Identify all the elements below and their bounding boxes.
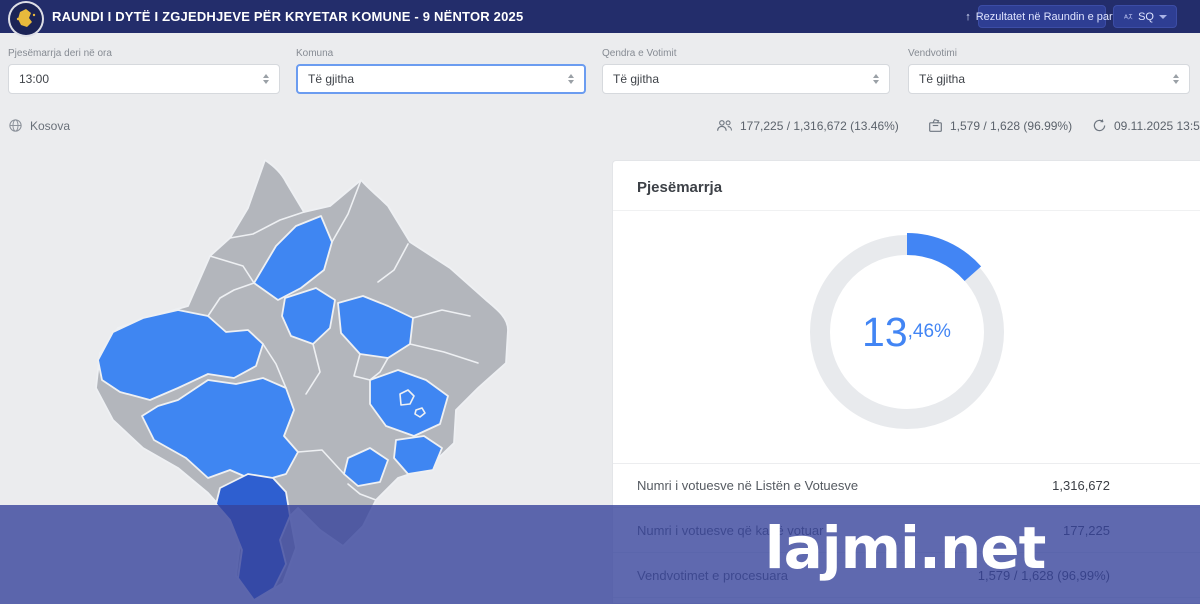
municipality-border (207, 282, 255, 317)
donut-arc (807, 233, 1006, 431)
page-title: RAUNDI I DYTË I ZGJEDHJEVE PËR KRYETAR K… (52, 9, 524, 24)
municipality-border (347, 483, 377, 501)
enclave-border (399, 389, 415, 406)
municipality-shape[interactable] (141, 377, 299, 483)
table-row: Numri i votuesve në Listën e Votuesve 1,… (613, 463, 1200, 508)
first-round-results-label: Rezultatet në Raundin e parë (975, 10, 1119, 23)
municipality-border (377, 243, 409, 283)
polling-stat-value: 1,579 / 1,628 (96.99%) (950, 118, 1073, 133)
filter-label: Vendvotimi (908, 48, 957, 59)
stats-bar: Kosova 177,225 / 1,316,672 (13.46%) 1,57… (0, 118, 1200, 144)
municipality-border (305, 343, 321, 395)
filter-label: Qendra e Votimit (602, 48, 677, 59)
stepper-icon[interactable] (1173, 74, 1179, 84)
kosovo-map[interactable] (58, 148, 563, 604)
municipality-shape[interactable] (393, 435, 443, 475)
municipality-border (297, 449, 345, 475)
voting-center-value: Të gjitha (613, 72, 660, 86)
voters-stat-value: 177,225 / 1,316,672 (13.46%) (740, 118, 899, 133)
polling-stat: 1,579 / 1,628 (96.99%) (928, 118, 1072, 133)
filter-municipality: Komuna Të gjitha (296, 48, 586, 94)
municipality-border (209, 255, 255, 284)
kqz-logo (8, 1, 44, 37)
language-code: SQ (1138, 10, 1154, 23)
voters-stat: 177,225 / 1,316,672 (13.46%) (716, 118, 899, 133)
municipality-select[interactable]: Të gjitha (296, 64, 586, 94)
donut-svg (807, 233, 1006, 431)
language-selector[interactable]: A SQ (1113, 5, 1177, 28)
arrow-up-icon: ↑ (965, 10, 971, 23)
last-updated-value: 09.11.2025 13:5 (1114, 118, 1200, 133)
polling-station-value: Të gjitha (919, 72, 966, 86)
region-name: Kosova (30, 118, 71, 133)
filter-polling-station: Vendvotimi Të gjitha (908, 48, 1190, 94)
people-icon (717, 120, 733, 131)
ballot-box-icon (929, 119, 942, 132)
row-label: Numri i votuesve në Listën e Votuesve (637, 478, 859, 493)
municipality-border (331, 179, 362, 243)
chevron-down-icon (1159, 14, 1167, 19)
enclave-border (414, 407, 426, 418)
participation-hour-select[interactable]: 13:00 (8, 64, 280, 94)
municipality-shape[interactable] (369, 369, 449, 437)
municipality-shape[interactable] (95, 159, 509, 601)
stepper-icon[interactable] (873, 74, 879, 84)
municipality-border (412, 309, 471, 319)
row-value: 1,316,672 (1052, 478, 1110, 493)
globe-icon (9, 119, 22, 132)
participation-donut-chart: 13,46% (802, 227, 1012, 437)
stepper-icon[interactable] (568, 74, 574, 84)
polling-station-select[interactable]: Të gjitha (908, 64, 1190, 94)
donut-value-fraction: ,46% (907, 321, 951, 342)
municipality-border (353, 353, 371, 381)
panel-title: Pjesëmarrja (637, 179, 723, 196)
watermark-overlay: lajmi.net (0, 505, 1200, 604)
stepper-icon[interactable] (263, 74, 269, 84)
panel-header: Pjesëmarrja (613, 161, 1200, 211)
kqz-logo-emblem (11, 4, 41, 34)
municipality-shape[interactable] (281, 287, 336, 345)
first-round-results-button[interactable]: ↑ Rezultatet në Raundin e parë (965, 5, 1119, 28)
translate-icon: A (1124, 13, 1133, 20)
municipality-value: Të gjitha (308, 72, 355, 86)
participation-hour-value: 13:00 (19, 72, 50, 86)
municipality-border (409, 343, 479, 364)
voting-center-select[interactable]: Të gjitha (602, 64, 890, 94)
region-indicator[interactable]: Kosova (8, 118, 70, 133)
filter-voting-center: Qendra e Votimit Të gjitha (602, 48, 890, 94)
municipality-border (369, 357, 389, 381)
municipality-border (262, 343, 287, 389)
last-updated-stat: 09.11.2025 13:5 (1092, 118, 1200, 133)
filter-label: Komuna (296, 48, 334, 59)
filter-participation-hour: Pjesëmarrja deri në ora 13:00 (8, 48, 280, 94)
municipality-shape[interactable] (97, 309, 264, 401)
donut-center-label: 13,46% (802, 227, 1012, 437)
refresh-icon (1093, 119, 1106, 132)
svg-text:A: A (1124, 14, 1129, 20)
watermark-text: lajmi.net (764, 514, 1047, 582)
donut-value-main: 13 (862, 308, 908, 355)
filter-label: Pjesëmarrja deri në ora (8, 48, 112, 59)
municipality-border (229, 211, 305, 239)
